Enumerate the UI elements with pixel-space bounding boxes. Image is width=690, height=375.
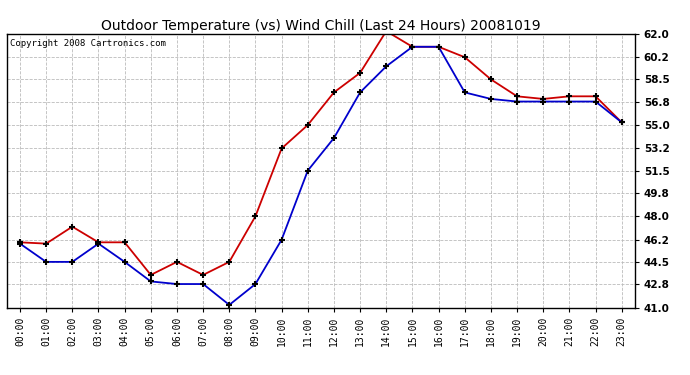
Title: Outdoor Temperature (vs) Wind Chill (Last 24 Hours) 20081019: Outdoor Temperature (vs) Wind Chill (Las… (101, 19, 541, 33)
Text: Copyright 2008 Cartronics.com: Copyright 2008 Cartronics.com (10, 39, 166, 48)
